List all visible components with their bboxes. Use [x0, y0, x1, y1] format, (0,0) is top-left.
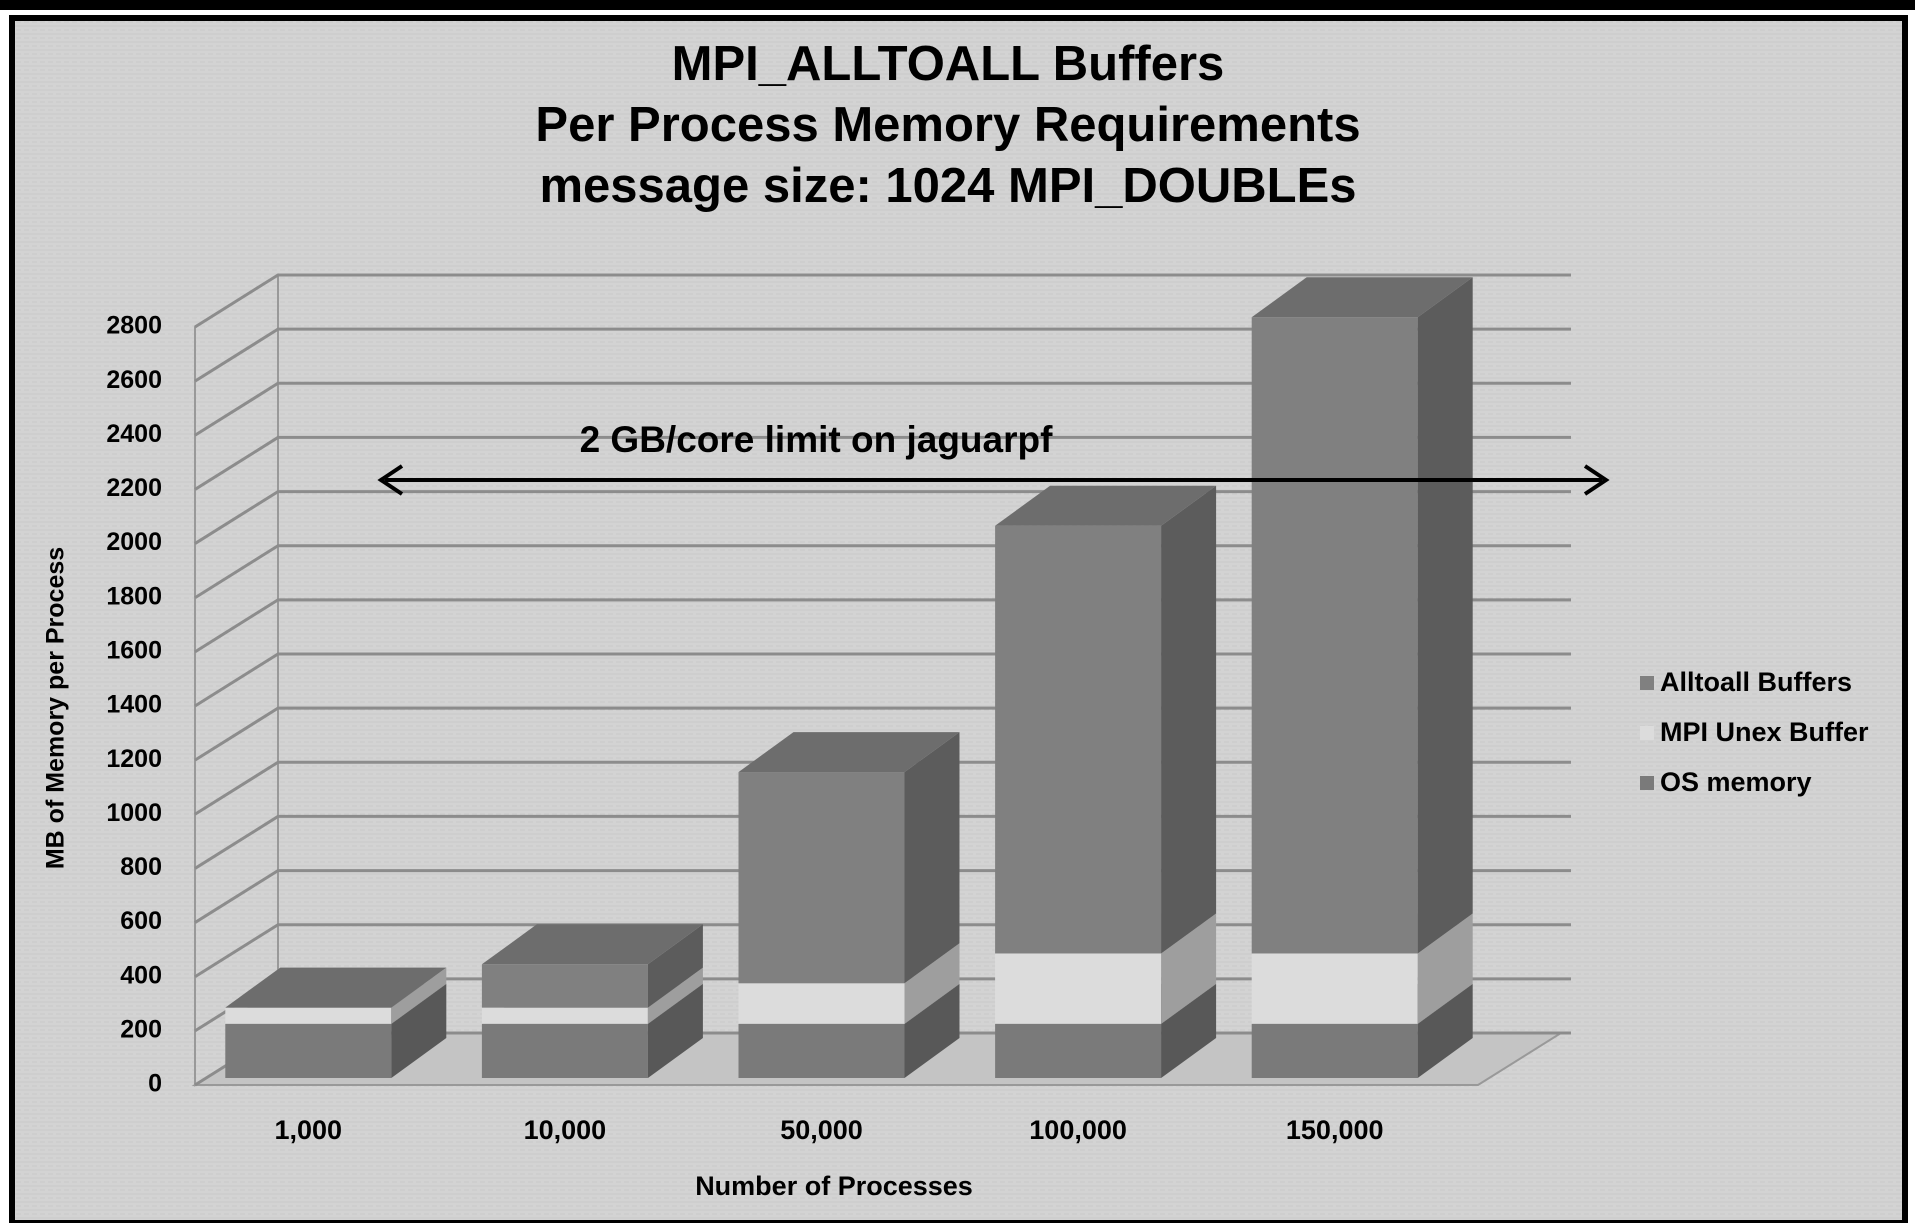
legend-label: MPI Unex Buffer — [1660, 717, 1869, 747]
y-tick-label: 2600 — [106, 366, 162, 394]
grid-line — [194, 435, 1571, 491]
y-tick-label: 2200 — [106, 474, 162, 502]
x-axis-title: Number of Processes — [695, 1171, 973, 1201]
bar-side — [1417, 277, 1473, 954]
bar-segment — [995, 485, 1217, 954]
grid-line — [194, 327, 1571, 383]
bar-top — [995, 485, 1217, 526]
x-tick-label: 10,000 — [524, 1115, 607, 1145]
legend-label: Alltoall Buffers — [1660, 667, 1852, 697]
bar-segment — [481, 924, 703, 1008]
bar-side — [647, 967, 703, 1024]
bar-front — [481, 1007, 648, 1024]
bar-front — [995, 525, 1162, 954]
bar-segment — [738, 732, 960, 984]
grid-line — [194, 273, 1571, 329]
chart-title: Per Process Memory Requirements — [535, 98, 1360, 152]
x-tick-label: 150,000 — [1286, 1115, 1384, 1145]
bar-front — [738, 1023, 905, 1078]
y-tick-label: 1800 — [106, 582, 162, 610]
bars — [225, 277, 1473, 1078]
bar-segment — [1251, 277, 1473, 954]
bar-side — [1417, 983, 1473, 1078]
bar-front — [225, 1023, 392, 1078]
bar-side — [647, 983, 703, 1078]
x-tick-label: 1,000 — [275, 1115, 343, 1145]
y-tick-label: 400 — [120, 961, 162, 989]
y-tick-label: 1200 — [106, 745, 162, 773]
bar-side — [1417, 913, 1473, 1024]
y-tick-label: 1600 — [106, 636, 162, 664]
y-tick-label: 800 — [120, 853, 162, 881]
bar-front — [995, 1023, 1162, 1078]
chart-title: message size: 1024 MPI_DOUBLEs — [539, 159, 1356, 213]
y-tick-label: 600 — [120, 907, 162, 935]
grid-line — [194, 381, 1571, 437]
bar-side — [904, 943, 960, 1024]
bar-side — [391, 983, 447, 1078]
bar-side — [647, 924, 703, 1008]
chart-title: MPI_ALLTOALL Buffers — [672, 37, 1225, 91]
bar-side — [1161, 983, 1217, 1078]
y-tick-label: 1000 — [106, 799, 162, 827]
legend-label: OS memory — [1660, 767, 1812, 797]
bar-top — [481, 924, 703, 965]
bar-front — [1251, 317, 1418, 954]
x-tick-label: 100,000 — [1029, 1115, 1127, 1145]
bar-segment — [225, 967, 447, 1008]
bar-front — [738, 772, 905, 984]
bar-front — [225, 1007, 392, 1024]
bar-front — [481, 964, 648, 1008]
bar-side — [904, 732, 960, 984]
y-tick-label: 2000 — [106, 528, 162, 556]
arrow-heads — [377, 464, 1610, 496]
x-tick-label: 50,000 — [780, 1115, 863, 1145]
bar-side — [391, 967, 447, 1024]
bar-side — [1161, 485, 1217, 954]
y-tick-label: 200 — [120, 1015, 162, 1043]
bar-front — [481, 1023, 648, 1078]
y-tick-label: 2800 — [106, 312, 162, 340]
y-tick-label: 0 — [148, 1070, 162, 1098]
bar-front — [738, 983, 905, 1024]
legend-swatch — [1640, 726, 1654, 740]
y-tick-label: 1400 — [106, 691, 162, 719]
annotation: 2 GB/core limit on jaguarpf — [580, 419, 1054, 460]
bar-front — [995, 953, 1162, 1024]
bar-side — [904, 983, 960, 1078]
legend-swatch — [1640, 776, 1654, 790]
y-axis-title: MB of Memory per Process — [42, 547, 70, 869]
top-rule — [0, 0, 1915, 10]
bar-top — [738, 732, 960, 773]
bar-top — [225, 967, 447, 1008]
y-tick-label: 2400 — [106, 420, 162, 448]
bar-side — [1161, 913, 1217, 1024]
bar-front — [1251, 1023, 1418, 1078]
bar-front — [1251, 953, 1418, 1024]
bar-top — [1251, 277, 1473, 318]
legend-swatch — [1640, 676, 1654, 690]
